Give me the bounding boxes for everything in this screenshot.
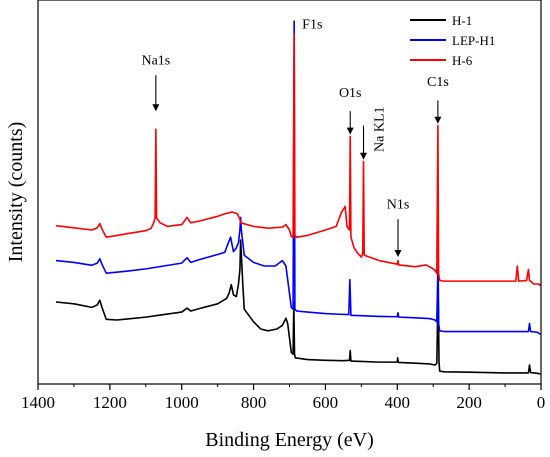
x-tick-label: 1200	[93, 393, 127, 412]
peak-arrow-head	[394, 250, 402, 257]
peak-annotation-n1s: N1s	[387, 197, 410, 257]
peak-arrow-head	[152, 104, 160, 112]
peak-label: C1s	[427, 75, 449, 90]
x-tick-label: 400	[385, 393, 411, 412]
legend-label: LEP-H1	[452, 33, 495, 48]
x-tick-label: 1000	[165, 393, 199, 412]
peak-label: O1s	[339, 86, 362, 101]
x-tick-label: 600	[313, 393, 339, 412]
legend-item-lep-h1: LEP-H1	[410, 33, 495, 48]
peak-arrow-head	[434, 116, 442, 124]
x-tick-label: 0	[537, 393, 546, 412]
x-tick-label: 1400	[21, 393, 55, 412]
legend-label: H-6	[452, 53, 473, 68]
peak-annotation-f1s: F1s	[302, 17, 322, 32]
x-tick-label: 200	[456, 393, 482, 412]
peak-label: F1s	[302, 17, 322, 32]
legend-item-h-6: H-6	[410, 53, 473, 68]
series-line-h-1	[55, 239, 541, 375]
peak-label: Na KL1	[373, 106, 388, 152]
peak-annotation-na1s: Na1s	[141, 53, 170, 112]
annotation-layer: Na1s F1s O1s Na KL1 C1s N1s	[141, 17, 449, 257]
peak-label: N1s	[387, 197, 410, 212]
series-layer	[55, 20, 541, 375]
y-axis-title: Intensity (counts)	[5, 122, 27, 263]
peak-arrow-head	[360, 152, 368, 160]
legend: H-1 LEP-H1 H-6	[410, 13, 495, 68]
peak-annotation-o1s: O1s	[339, 86, 362, 135]
peak-annotation-na-kl1: Na KL1	[360, 106, 388, 160]
x-axis-title: Binding Energy (eV)	[205, 429, 374, 451]
peak-arrow-head	[346, 127, 354, 135]
legend-item-h-1: H-1	[410, 13, 472, 28]
legend-label: H-1	[452, 13, 472, 28]
peak-annotation-c1s: C1s	[427, 75, 449, 124]
x-axis-ticks: 1400 1200 1000 800 600 400 200 0	[21, 384, 545, 412]
peak-label: Na1s	[141, 53, 170, 68]
x-tick-label: 800	[241, 393, 267, 412]
series-line-h-6	[55, 33, 541, 287]
